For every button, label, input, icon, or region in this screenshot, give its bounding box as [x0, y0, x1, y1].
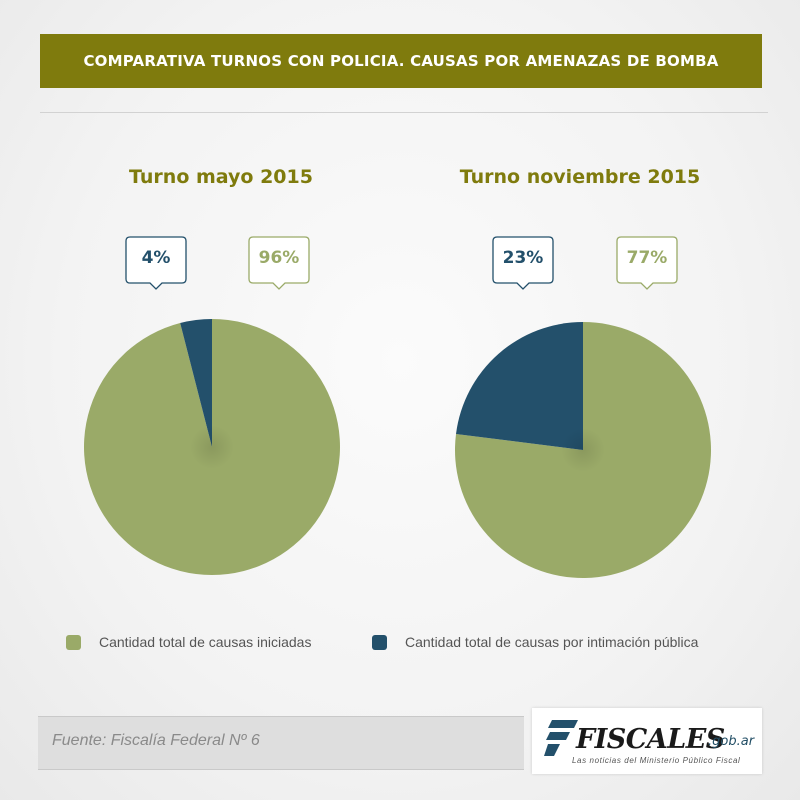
pie-chart-0	[83, 319, 340, 575]
header-title-bar: COMPARATIVA TURNOS CON POLICIA. CAUSAS P…	[40, 34, 762, 88]
logo-tagline: Las noticias del Ministerio Público Fisc…	[572, 756, 741, 765]
logo-suffix: .gob.ar	[708, 734, 755, 749]
pie-slice-intimacion	[180, 319, 212, 447]
data-label-mayo-intimacion: 4%	[125, 236, 187, 290]
fiscales-logo: FISCALES .gob.ar Las noticias del Minist…	[532, 708, 762, 774]
logo-mark-icon	[544, 720, 578, 756]
header-title: COMPARATIVA TURNOS CON POLICIA. CAUSAS P…	[83, 52, 719, 70]
callout-bubble	[125, 236, 187, 290]
source-box: Fuente: Fiscalía Federal Nº 6	[38, 716, 524, 770]
pie-chart-1	[455, 322, 712, 578]
data-label-noviembre-intimacion: 23%	[492, 236, 554, 290]
callout-bubble	[248, 236, 310, 290]
chart-title-noviembre: Turno noviembre 2015	[459, 166, 701, 188]
legend-label: Cantidad total de causas iniciadas	[99, 634, 312, 650]
logo-name: FISCALES	[576, 724, 725, 755]
legend-item-intimacion: Cantidad total de causas por intimación …	[372, 634, 698, 650]
legend-item-iniciadas: Cantidad total de causas iniciadas	[66, 634, 311, 650]
legend-label: Cantidad total de causas por intimación …	[405, 634, 699, 650]
callout-bubble	[492, 236, 554, 290]
pie-slice-intimacion	[456, 322, 583, 450]
pie-center-shade	[561, 428, 605, 472]
pie-center-shade	[190, 425, 234, 469]
source-text: Fuente: Fiscalía Federal Nº 6	[52, 732, 260, 749]
data-label-mayo-iniciadas: 96%	[248, 236, 310, 290]
legend-swatch-green	[66, 634, 81, 650]
callout-bubble	[616, 236, 678, 290]
data-label-noviembre-iniciadas: 77%	[616, 236, 678, 290]
divider	[40, 112, 768, 113]
chart-title-mayo: Turno mayo 2015	[129, 166, 313, 188]
legend-swatch-navy	[372, 634, 387, 650]
